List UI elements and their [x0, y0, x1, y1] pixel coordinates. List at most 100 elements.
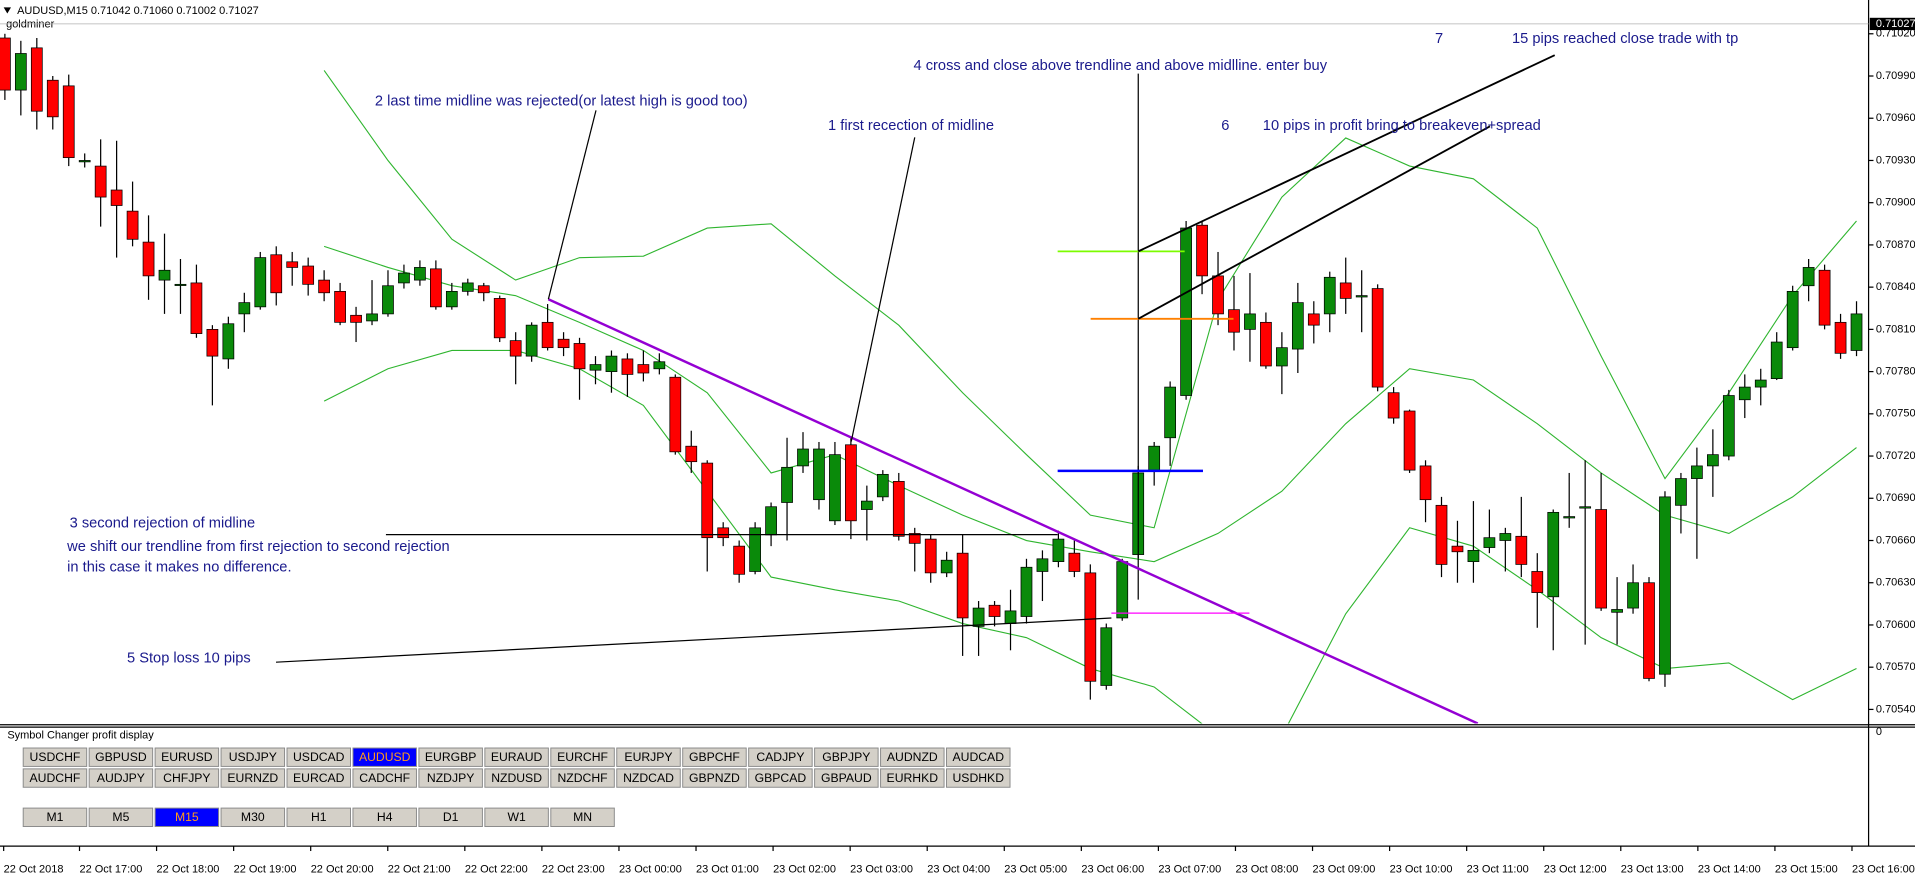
candle-body — [701, 462, 714, 539]
button-label[interactable]: D1 — [443, 810, 459, 824]
button[interactable] — [22, 747, 88, 767]
button[interactable] — [88, 768, 154, 788]
button-label[interactable]: H4 — [377, 810, 393, 824]
candle-body — [78, 160, 91, 163]
button[interactable] — [682, 747, 747, 767]
button[interactable] — [220, 747, 286, 767]
y-tick-label: 0.70750 — [1876, 408, 1915, 420]
button[interactable] — [946, 768, 1011, 788]
button[interactable] — [484, 807, 549, 827]
button-label[interactable]: CHFJPY — [163, 771, 210, 785]
button[interactable] — [814, 747, 879, 767]
button[interactable] — [22, 768, 88, 788]
button[interactable] — [748, 747, 813, 767]
button[interactable] — [220, 768, 286, 788]
button[interactable] — [352, 807, 417, 827]
candle-body — [46, 79, 59, 118]
button-label[interactable]: EURCAD — [293, 771, 345, 785]
button[interactable] — [880, 747, 945, 767]
button[interactable] — [682, 768, 747, 788]
button-label[interactable]: EURGBP — [425, 750, 477, 764]
button[interactable] — [946, 747, 1011, 767]
button[interactable] — [418, 747, 483, 767]
panel-title: Symbol Changer profit display — [7, 730, 154, 742]
button[interactable] — [352, 747, 417, 767]
button-label[interactable]: GBPAUD — [821, 771, 872, 785]
button-label[interactable]: USDCAD — [293, 750, 345, 764]
button-label[interactable]: NZDCHF — [557, 771, 607, 785]
button[interactable] — [88, 747, 154, 767]
button-label[interactable]: W1 — [507, 810, 525, 824]
button-label[interactable]: AUDNZD — [887, 750, 938, 764]
collapse-icon[interactable] — [3, 7, 11, 14]
button-label[interactable]: CADCHF — [359, 771, 410, 785]
candle-body — [1148, 445, 1161, 471]
button-label[interactable]: H1 — [311, 810, 327, 824]
button[interactable] — [154, 768, 220, 788]
candle-body — [1068, 552, 1081, 572]
button-label[interactable]: AUDJPY — [97, 771, 145, 785]
button-label[interactable]: M15 — [175, 810, 199, 824]
button-label[interactable]: USDHKD — [953, 771, 1005, 785]
button[interactable] — [220, 807, 286, 827]
button-label[interactable]: EURUSD — [161, 750, 213, 764]
button[interactable] — [484, 747, 549, 767]
button-label[interactable]: GBPJPY — [822, 750, 870, 764]
button-label[interactable]: M1 — [46, 810, 63, 824]
button[interactable] — [748, 768, 813, 788]
candle-body — [286, 261, 299, 268]
candle-body — [1196, 224, 1208, 277]
candle-body — [892, 481, 905, 537]
button-label[interactable]: EURCHF — [557, 750, 608, 764]
button-label[interactable]: GBPCHF — [689, 750, 740, 764]
button-label[interactable]: NZDUSD — [491, 771, 542, 785]
button[interactable] — [352, 768, 417, 788]
button-label[interactable]: AUDCAD — [953, 750, 1005, 764]
button[interactable] — [286, 807, 352, 827]
button[interactable] — [22, 807, 88, 827]
button-label[interactable]: CADJPY — [756, 750, 804, 764]
button[interactable] — [814, 768, 879, 788]
button-label[interactable]: EURJPY — [624, 750, 672, 764]
candle-body — [573, 343, 586, 370]
candle-body — [1403, 410, 1416, 471]
button[interactable] — [418, 807, 483, 827]
button-label[interactable]: GBPNZD — [689, 771, 740, 785]
annotation: 6 — [1221, 118, 1229, 134]
candle-body — [1738, 386, 1751, 401]
button-label[interactable]: GBPCAD — [755, 771, 807, 785]
button-label[interactable]: AUDCHF — [30, 771, 81, 785]
candle-body — [1307, 313, 1320, 326]
candle-body — [685, 445, 698, 463]
button-label[interactable]: EURHKD — [887, 771, 939, 785]
button-label[interactable]: EURNZD — [227, 771, 278, 785]
button-label[interactable]: MN — [573, 810, 592, 824]
candle-body — [1691, 465, 1703, 479]
button[interactable] — [286, 747, 352, 767]
button[interactable] — [154, 747, 220, 767]
button-label[interactable]: M5 — [112, 810, 129, 824]
button-label[interactable]: GBPUSD — [95, 750, 147, 764]
button[interactable] — [550, 807, 615, 827]
button-label[interactable]: M30 — [241, 810, 265, 824]
button[interactable] — [418, 768, 483, 788]
candle-body — [334, 290, 346, 323]
candle-body — [1291, 302, 1304, 350]
button-label[interactable]: USDCHF — [30, 750, 81, 764]
button[interactable] — [616, 768, 681, 788]
button-label[interactable]: NZDJPY — [427, 771, 474, 785]
button-label[interactable]: EURAUD — [491, 750, 543, 764]
button[interactable] — [550, 747, 615, 767]
button[interactable] — [286, 768, 352, 788]
button-label[interactable]: AUDUSD — [359, 750, 411, 764]
button[interactable] — [550, 768, 615, 788]
button[interactable] — [154, 807, 220, 827]
button[interactable] — [88, 807, 154, 827]
button-label[interactable]: NZDCAD — [623, 771, 674, 785]
button[interactable] — [616, 747, 681, 767]
button-panel: USDCHF GBPUSD EURUSD USDJPY USDCAD AUDUSD EURG… — [22, 747, 1011, 827]
button[interactable] — [484, 768, 549, 788]
button[interactable] — [880, 768, 945, 788]
button-label[interactable]: USDJPY — [229, 750, 277, 764]
candle-body — [1531, 571, 1544, 593]
